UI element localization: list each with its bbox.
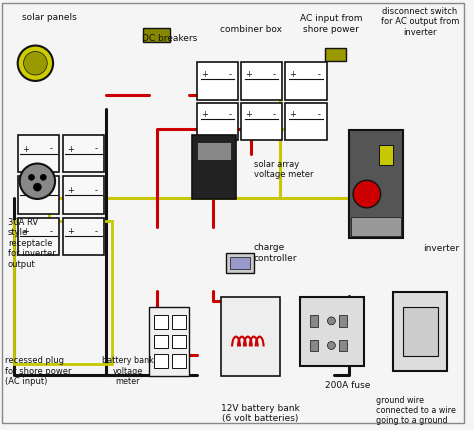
Text: charge
controller: charge controller <box>254 243 297 262</box>
Text: -: - <box>95 185 98 194</box>
Circle shape <box>18 46 53 82</box>
Bar <box>221 298 280 376</box>
Text: +: + <box>201 70 208 79</box>
Circle shape <box>353 181 381 208</box>
Circle shape <box>328 342 335 350</box>
Text: +: + <box>67 185 74 194</box>
Text: 200A fuse: 200A fuse <box>325 381 370 390</box>
Bar <box>285 103 327 141</box>
Bar <box>63 218 104 255</box>
Bar <box>14 221 112 364</box>
Bar <box>403 307 438 356</box>
Circle shape <box>34 184 41 192</box>
Text: +: + <box>290 110 297 119</box>
Text: -: - <box>228 110 232 119</box>
Bar <box>241 103 282 141</box>
Bar <box>172 315 186 329</box>
Text: disconnect switch
for AC output from
inverter: disconnect switch for AC output from inv… <box>381 7 459 37</box>
Bar <box>63 136 104 173</box>
Bar <box>18 177 59 214</box>
Text: -: - <box>228 70 232 79</box>
Text: +: + <box>67 227 74 236</box>
Bar <box>155 315 168 329</box>
Text: +: + <box>22 144 29 153</box>
Text: battery bank
voltage
meter: battery bank voltage meter <box>102 355 154 385</box>
Bar <box>18 136 59 173</box>
Text: inverter: inverter <box>423 243 459 252</box>
Bar <box>155 335 168 349</box>
Text: ground wire
connected to a wire
going to a ground: ground wire connected to a wire going to… <box>376 395 456 424</box>
Text: -: - <box>95 144 98 153</box>
Bar <box>339 315 347 327</box>
Text: recessed plug
for shore power
(AC input): recessed plug for shore power (AC input) <box>5 355 72 385</box>
Bar <box>18 218 59 255</box>
Bar <box>149 307 189 376</box>
Bar <box>155 354 168 368</box>
Bar <box>339 340 347 352</box>
Text: +: + <box>246 70 252 79</box>
Text: +: + <box>67 144 74 153</box>
Text: -: - <box>95 227 98 236</box>
Text: -: - <box>50 185 53 194</box>
Bar <box>197 143 231 160</box>
Text: 12V battery bank
(6 volt batteries): 12V battery bank (6 volt batteries) <box>221 403 300 422</box>
Text: -: - <box>317 70 320 79</box>
Bar <box>310 315 318 327</box>
Bar <box>197 103 238 141</box>
Bar <box>226 253 254 273</box>
Text: -: - <box>273 70 276 79</box>
Bar <box>349 131 403 239</box>
Text: 30A RV
style
receptacle
for inverter
output: 30A RV style receptacle for inverter out… <box>8 218 55 268</box>
Text: +: + <box>22 185 29 194</box>
Text: +: + <box>246 110 252 119</box>
Bar <box>393 293 447 371</box>
Circle shape <box>24 52 47 76</box>
Bar <box>197 63 238 100</box>
Bar <box>310 340 318 352</box>
Text: -: - <box>317 110 320 119</box>
Bar <box>241 63 282 100</box>
Bar <box>230 258 250 269</box>
Text: +: + <box>201 110 208 119</box>
Bar <box>351 217 401 237</box>
Text: AC input from
shore power: AC input from shore power <box>300 14 363 34</box>
Circle shape <box>19 164 55 200</box>
Text: -: - <box>50 144 53 153</box>
Circle shape <box>40 175 46 181</box>
Text: solar panels: solar panels <box>22 12 76 22</box>
Bar <box>192 136 236 200</box>
Text: DC breakers: DC breakers <box>142 34 197 43</box>
Text: solar array
voltage meter: solar array voltage meter <box>254 160 313 179</box>
Circle shape <box>328 317 335 325</box>
Bar <box>172 335 186 349</box>
Text: -: - <box>50 227 53 236</box>
Text: +: + <box>22 227 29 236</box>
Text: -: - <box>273 110 276 119</box>
Text: +: + <box>290 70 297 79</box>
Bar <box>285 63 327 100</box>
Bar <box>63 177 104 214</box>
Bar <box>379 145 393 165</box>
Bar <box>300 298 364 366</box>
Bar <box>172 354 186 368</box>
Bar <box>143 29 170 43</box>
Text: combiner box: combiner box <box>220 25 282 34</box>
Bar <box>325 49 346 62</box>
Circle shape <box>28 175 35 181</box>
